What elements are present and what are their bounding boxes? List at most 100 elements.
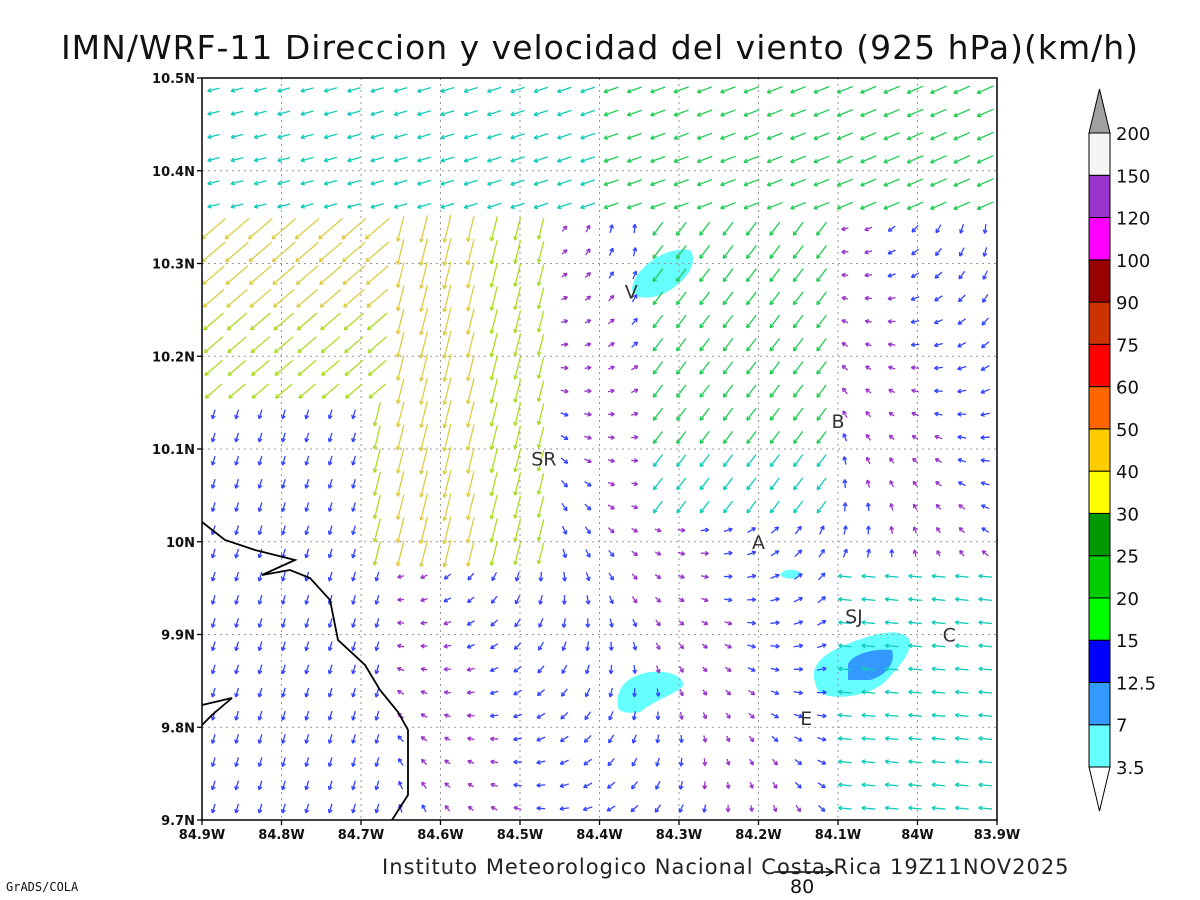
x-tick-label: 84W	[901, 828, 933, 843]
wind-vector	[253, 110, 267, 116]
wind-vector	[583, 758, 592, 766]
wind-vector	[654, 804, 662, 813]
wind-vector	[513, 642, 522, 651]
wind-vector	[793, 573, 803, 580]
wind-vector	[816, 245, 828, 259]
wind-vector	[281, 780, 286, 791]
colorbar-label: 12.5	[1116, 673, 1156, 694]
wind-vector	[327, 455, 333, 466]
wind-vector	[632, 247, 638, 257]
wind-vector	[234, 455, 240, 466]
wind-vector	[884, 666, 899, 672]
wind-vector	[813, 132, 830, 141]
wind-vector	[982, 270, 988, 280]
wind-vector	[906, 131, 924, 141]
wind-vector	[650, 86, 666, 94]
wind-vector	[954, 573, 969, 579]
wind-vector	[746, 291, 757, 306]
wind-vector	[344, 359, 364, 377]
wind-vector	[513, 402, 522, 427]
wind-vector	[419, 447, 429, 475]
wind-vector	[202, 288, 225, 308]
wind-vector	[889, 457, 895, 464]
wind-vector	[440, 179, 455, 186]
wind-vector	[466, 238, 475, 266]
wind-vector	[769, 338, 781, 352]
wind-vector	[370, 87, 385, 93]
wind-vector	[954, 805, 969, 811]
wind-vector	[793, 690, 804, 696]
wind-vector	[679, 711, 684, 720]
wind-vector	[444, 736, 451, 742]
wind-vector	[747, 643, 756, 649]
wind-vector	[510, 202, 525, 210]
wind-vector	[251, 359, 270, 377]
wind-vector	[513, 666, 522, 673]
wind-vector	[489, 378, 498, 404]
wind-vector	[794, 525, 802, 535]
wind-vector	[374, 757, 380, 768]
wind-vector	[838, 620, 852, 626]
wind-vector	[838, 782, 852, 788]
wind-vector	[230, 110, 244, 116]
wind-vector	[766, 155, 783, 164]
wind-vector	[281, 571, 286, 582]
wind-vector	[702, 758, 708, 767]
colorbar-box	[1088, 174, 1111, 219]
wind-vector	[321, 383, 340, 399]
wind-vector	[842, 456, 848, 465]
wind-vector	[910, 365, 920, 371]
wind-vector	[884, 805, 899, 811]
wind-vector	[419, 470, 429, 498]
wind-vector	[489, 448, 498, 474]
wind-vector	[583, 782, 593, 789]
coastline-path	[201, 521, 409, 821]
wind-vector	[304, 641, 310, 652]
wind-vector	[699, 500, 710, 514]
wind-vector	[536, 712, 546, 719]
wind-vector	[274, 359, 294, 377]
wind-vector	[210, 780, 216, 791]
wind-vector	[607, 365, 615, 371]
wind-vector	[933, 365, 943, 371]
wind-vector	[443, 573, 452, 580]
wind-vector	[838, 666, 852, 672]
wind-vector	[980, 364, 990, 371]
wind-vector	[271, 218, 297, 240]
wind-vector	[953, 201, 971, 211]
wind-vector	[933, 319, 943, 325]
wind-vector	[489, 541, 498, 566]
wind-vector	[769, 361, 781, 375]
wind-vector	[420, 574, 428, 579]
wind-vector	[930, 201, 947, 210]
wind-vector	[368, 383, 387, 399]
wind-vector	[770, 667, 780, 672]
wind-vector	[227, 336, 247, 354]
wind-vector	[513, 217, 522, 241]
wind-vector	[442, 284, 452, 313]
wind-vector	[954, 620, 969, 626]
wind-vector	[561, 225, 568, 232]
wind-vector	[234, 548, 240, 559]
wind-vector	[702, 689, 708, 696]
wind-vector	[953, 85, 971, 95]
wind-vector	[536, 473, 545, 495]
wind-vector	[327, 780, 333, 791]
wind-vector	[699, 384, 710, 398]
wind-vector	[440, 156, 455, 163]
wind-vector	[351, 641, 356, 652]
wind-vector	[769, 454, 780, 468]
wind-vector	[792, 221, 804, 236]
wind-vector	[395, 424, 405, 451]
wind-vector	[978, 596, 993, 602]
wind-vector	[343, 312, 365, 331]
wind-vector	[210, 803, 216, 814]
wind-vector	[790, 132, 807, 141]
wind-vector	[234, 571, 240, 582]
wind-vector	[536, 736, 546, 742]
wind-vector	[700, 527, 710, 533]
wind-vector	[351, 594, 356, 605]
wind-vector	[210, 594, 216, 605]
wind-vector	[609, 224, 614, 233]
wind-vector	[490, 619, 498, 627]
